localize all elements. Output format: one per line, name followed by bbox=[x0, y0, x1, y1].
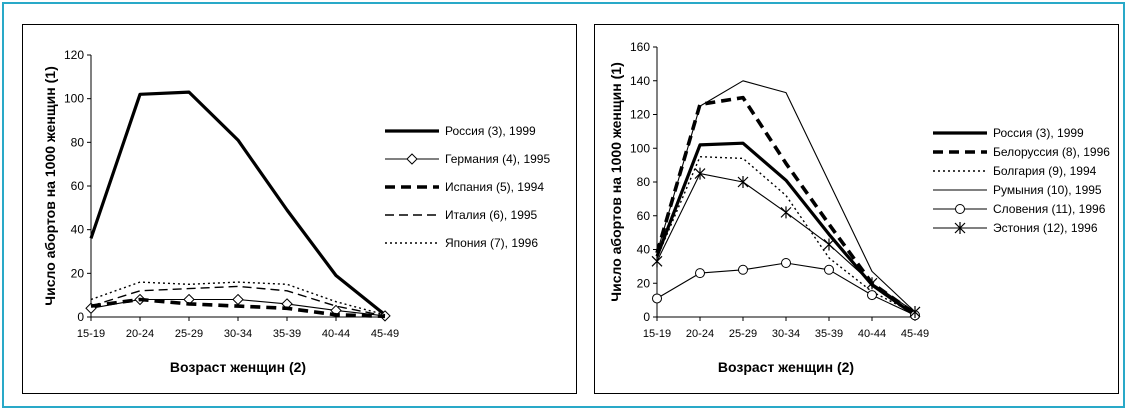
x-tick-label: 40-44 bbox=[858, 328, 886, 340]
x-tick-label: 45-49 bbox=[901, 328, 929, 340]
x-tick-label: 20-24 bbox=[126, 328, 154, 340]
legend-marker bbox=[406, 153, 418, 165]
figure-frame: 0 20 40 60 80 100 120 15-19 20-24 25-29 30-34 35-39… bbox=[2, 2, 1125, 408]
chart-left-svg: 0 20 40 60 80 100 120 15-19 20-24 25-29 30-34 35-39… bbox=[42, 48, 550, 375]
y-tick-label: 160 bbox=[630, 40, 650, 54]
y-tick-label: 20 bbox=[637, 276, 651, 290]
data-point bbox=[867, 290, 877, 301]
x-tick-label: 25-29 bbox=[729, 328, 757, 340]
series-line bbox=[90, 281, 386, 316]
data-point bbox=[651, 255, 663, 268]
series-group bbox=[90, 297, 386, 319]
legend-label: Германия (4), 1995 bbox=[445, 152, 550, 166]
legend-label: Белоруссия (8), 1996 bbox=[993, 145, 1110, 159]
legend-label: Япония (7), 1996 bbox=[445, 236, 538, 250]
y-tick-label: 80 bbox=[71, 135, 85, 149]
legend-item: Россия (3), 1999 bbox=[385, 124, 536, 138]
x-tick-label: 45-49 bbox=[371, 328, 399, 340]
x-tick-label: 15-19 bbox=[643, 328, 671, 340]
series-line bbox=[655, 95, 917, 316]
x-tick-label: 35-39 bbox=[273, 328, 301, 340]
y-axis-title: Число абортов на 1000 женщин (1) bbox=[42, 66, 58, 305]
legend-item: Италия (6), 1995 bbox=[385, 208, 538, 222]
y-tick-label: 120 bbox=[630, 108, 650, 122]
legend-label: Болгария (9), 1994 bbox=[993, 164, 1097, 178]
x-tick-label: 25-29 bbox=[175, 328, 203, 340]
data-point bbox=[909, 305, 921, 318]
series-line bbox=[656, 173, 916, 313]
data-point bbox=[866, 277, 878, 290]
legend-label: Испания (5), 1994 bbox=[445, 180, 544, 194]
legend-item: Словения (11), 1996 bbox=[933, 202, 1106, 216]
series-group bbox=[651, 167, 921, 318]
x-tick-label: 35-39 bbox=[815, 328, 843, 340]
series-group bbox=[89, 90, 387, 317]
y-tick-label: 0 bbox=[77, 310, 84, 324]
legend-item: Белоруссия (8), 1996 bbox=[933, 145, 1110, 159]
legend-item: Япония (7), 1996 bbox=[385, 236, 538, 250]
legend-item: Испания (5), 1994 bbox=[385, 180, 544, 194]
legend-item: Германия (4), 1995 bbox=[385, 152, 550, 166]
y-tick-label: 40 bbox=[637, 243, 651, 257]
data-point bbox=[781, 258, 791, 268]
y-tick-label: 120 bbox=[64, 48, 84, 62]
legend-item: Румыния (10), 1995 bbox=[933, 183, 1102, 197]
data-point bbox=[737, 176, 749, 188]
legend-label: Словения (11), 1996 bbox=[993, 202, 1106, 216]
y-tick-label: 20 bbox=[71, 266, 85, 280]
y-tick-label: 0 bbox=[643, 310, 650, 324]
data-point bbox=[695, 268, 705, 279]
legend-label: Россия (3), 1999 bbox=[445, 124, 536, 138]
series-line bbox=[90, 297, 386, 319]
legend-label: Эстония (12), 1996 bbox=[993, 221, 1098, 235]
legend-label: Италия (6), 1995 bbox=[445, 208, 538, 222]
data-point bbox=[823, 238, 835, 251]
y-tick-label: 100 bbox=[64, 92, 84, 106]
series-group bbox=[90, 281, 386, 316]
y-tick-label: 60 bbox=[637, 209, 651, 223]
legend-marker bbox=[954, 222, 966, 234]
legend-label: Румыния (10), 1995 bbox=[993, 183, 1102, 197]
data-point bbox=[694, 167, 706, 180]
x-axis-title: Возраст женщин (2) bbox=[718, 359, 854, 375]
series-group bbox=[85, 293, 391, 322]
y-tick-label: 80 bbox=[637, 175, 651, 189]
y-tick-label: 60 bbox=[71, 179, 85, 193]
series-group bbox=[655, 95, 917, 316]
series-group bbox=[656, 80, 916, 313]
chart-panel-left: 0 20 40 60 80 100 120 15-19 20-24 25-29 30-34 35-39… bbox=[22, 24, 577, 394]
chart-right-svg: 0 20 40 60 80 100 120 140 160 15-19 20-24 25-29 30-3… bbox=[608, 40, 1110, 375]
data-point bbox=[824, 264, 834, 275]
series-line bbox=[656, 80, 916, 313]
data-point bbox=[780, 206, 792, 219]
x-tick-label: 40-44 bbox=[322, 328, 350, 340]
chart-panel-right: 0 20 40 60 80 100 120 140 160 15-19 20-24 25-29 30-3… bbox=[594, 24, 1119, 394]
y-tick-label: 140 bbox=[630, 74, 650, 88]
x-tick-label: 15-19 bbox=[77, 328, 105, 340]
legend-marker bbox=[955, 204, 965, 214]
data-point bbox=[232, 293, 244, 306]
data-point bbox=[652, 293, 662, 304]
data-point bbox=[738, 264, 748, 275]
legend-item: Россия (3), 1999 bbox=[933, 126, 1084, 140]
x-tick-label: 30-34 bbox=[772, 328, 800, 340]
legend-label: Россия (3), 1999 bbox=[993, 126, 1084, 140]
x-tick-label: 30-34 bbox=[224, 328, 252, 340]
legend-item: Болгария (9), 1994 bbox=[933, 164, 1097, 178]
y-tick-label: 40 bbox=[71, 223, 85, 237]
y-axis-title: Число абортов на 1000 женщин (1) bbox=[608, 62, 624, 301]
x-axis-title: Возраст женщин (2) bbox=[170, 359, 306, 375]
y-tick-label: 100 bbox=[630, 141, 650, 155]
x-tick-label: 20-24 bbox=[686, 328, 714, 340]
series-line bbox=[89, 90, 387, 317]
legend-item: Эстония (12), 1996 bbox=[933, 221, 1098, 235]
